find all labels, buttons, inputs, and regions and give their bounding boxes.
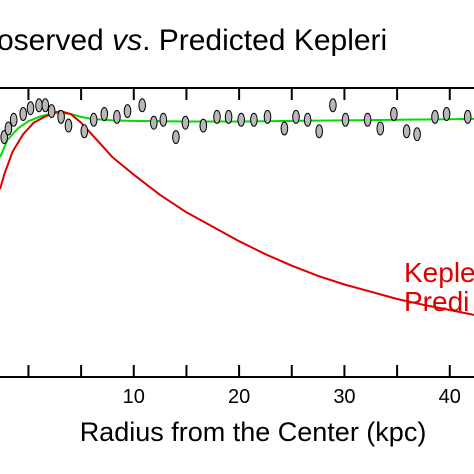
observed-point <box>329 98 337 113</box>
observed-point <box>47 104 56 119</box>
keplerian-curve <box>0 110 474 316</box>
observed-point <box>57 109 65 124</box>
observed-point <box>237 112 245 127</box>
observed-point <box>80 124 89 139</box>
series-layer <box>0 110 474 316</box>
x-tick-label: 30 <box>333 386 355 408</box>
chart-title-part-2: vs <box>112 24 142 57</box>
x-tick-label: 40 <box>439 386 461 408</box>
observed-point <box>100 107 109 121</box>
observed-point <box>413 127 421 142</box>
observed-point <box>35 98 43 113</box>
observed-point <box>0 130 8 145</box>
observed-point <box>341 112 350 127</box>
observed-point <box>213 109 221 124</box>
observed-point <box>431 109 439 124</box>
observed-point <box>159 112 168 127</box>
x-axis-label: Radius from the Center (kpc) <box>80 417 427 447</box>
observed-point <box>113 109 121 124</box>
observed-point <box>89 112 98 127</box>
observed-point <box>250 112 258 127</box>
observed-point <box>172 130 180 145</box>
observed-point <box>390 107 398 121</box>
observed-point <box>199 118 208 133</box>
observed-point <box>64 118 73 133</box>
chart-title: oserved vs. Predicted Kepleri <box>0 24 387 57</box>
x-tick-label: 10 <box>123 386 145 408</box>
observed-point <box>376 121 385 136</box>
observed-point <box>280 121 289 136</box>
observed-point <box>41 98 50 113</box>
observed-point <box>19 107 28 121</box>
observed-point <box>402 124 411 139</box>
observed-point <box>181 115 190 130</box>
chart-title-part-1: oserved <box>0 24 112 57</box>
observed-fit-line <box>0 111 474 158</box>
annotation-line-1: Keple <box>404 257 474 288</box>
plot-frame <box>0 87 474 378</box>
observed-point <box>138 98 146 113</box>
observed-point <box>292 109 300 124</box>
observed-point <box>442 107 451 121</box>
observed-point <box>263 109 272 124</box>
observed-point <box>4 121 13 136</box>
observed-point <box>463 109 472 124</box>
observed-points <box>0 98 472 145</box>
observed-point <box>224 109 233 124</box>
observed-point <box>315 124 324 139</box>
x-tick-label: 20 <box>228 386 250 408</box>
observed-point <box>303 112 312 127</box>
x-axis-ticks: 10 20 30 40 <box>27 88 461 408</box>
observed-point <box>9 112 18 127</box>
observed-point <box>123 104 132 119</box>
observed-point <box>26 101 35 116</box>
annotation-line-2: Predi <box>404 286 469 317</box>
chart-title-part-3: . Predicted Kepleri <box>142 24 387 57</box>
observed-point <box>150 115 158 130</box>
observed-point <box>363 112 372 127</box>
